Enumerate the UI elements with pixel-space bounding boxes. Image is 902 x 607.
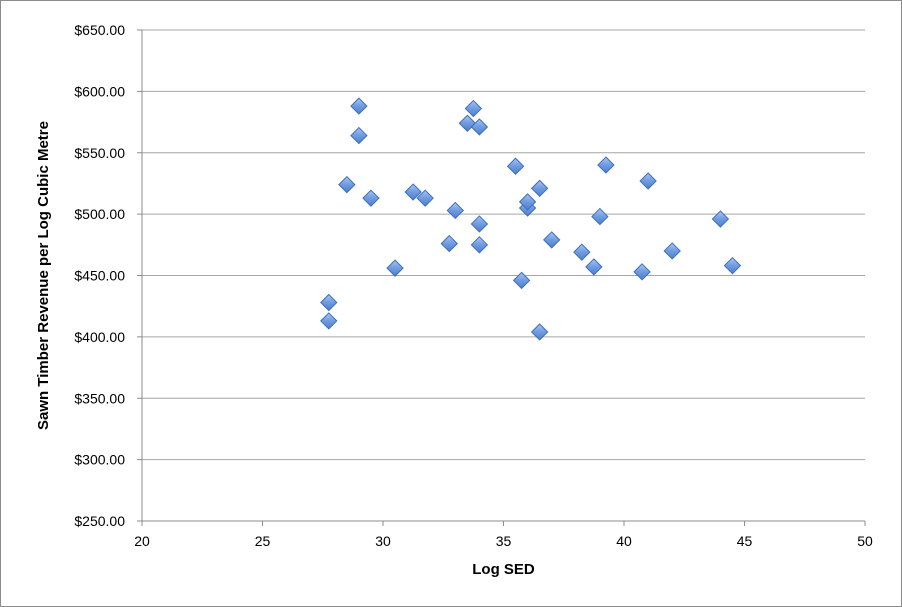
data-point <box>542 231 561 249</box>
data-point <box>597 156 615 174</box>
x-tick-label: 45 <box>737 533 753 549</box>
data-point <box>639 172 657 190</box>
data-point <box>530 179 549 198</box>
data-point <box>591 207 609 226</box>
data-point <box>530 323 549 341</box>
data-point <box>723 256 742 275</box>
y-tick-label: $400.00 <box>74 329 125 345</box>
data-point <box>585 258 603 276</box>
y-axis-title: Sawn Timber Revenue per Log Cubic Metre <box>35 121 52 430</box>
data-point <box>633 263 651 281</box>
x-tick-label: 30 <box>375 533 391 549</box>
data-point <box>350 97 368 115</box>
y-tick-label: $650.00 <box>74 22 125 38</box>
data-point <box>470 118 489 136</box>
y-tick-label: $500.00 <box>74 206 125 222</box>
data-point <box>711 210 730 228</box>
x-axis-title: Log SED <box>472 561 535 578</box>
data-point <box>416 189 434 207</box>
data-point <box>464 99 483 118</box>
data-point <box>440 234 458 253</box>
data-point <box>470 215 489 233</box>
data-point <box>470 236 489 254</box>
y-tick-label: $350.00 <box>74 390 125 406</box>
data-point <box>518 193 537 211</box>
data-point <box>573 243 591 261</box>
data-point <box>663 242 681 260</box>
y-tick-label: $250.00 <box>74 513 125 529</box>
y-tick-label: $300.00 <box>74 452 125 468</box>
data-point <box>404 183 422 201</box>
x-tick-label: 50 <box>857 533 873 549</box>
data-point <box>362 189 380 207</box>
y-tick-label: $600.00 <box>74 83 125 99</box>
y-tick-label: $450.00 <box>74 268 125 284</box>
data-point <box>506 157 525 175</box>
data-point <box>338 175 356 194</box>
data-point <box>386 259 404 277</box>
data-point <box>512 271 531 290</box>
x-tick-label: 35 <box>496 533 512 549</box>
x-tick-label: 25 <box>255 533 271 549</box>
x-tick-label: 20 <box>134 533 150 549</box>
data-point <box>320 312 338 330</box>
y-tick-label: $550.00 <box>74 145 125 161</box>
data-point <box>446 201 465 220</box>
data-point <box>320 293 338 312</box>
data-point <box>350 126 368 145</box>
x-tick-label: 40 <box>616 533 632 549</box>
